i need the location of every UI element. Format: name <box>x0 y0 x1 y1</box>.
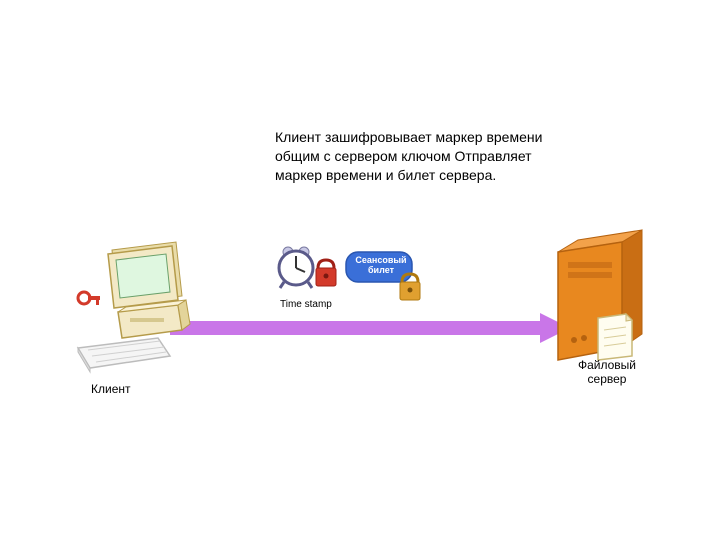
keyboard-icon <box>78 338 170 372</box>
description-text: Клиент зашифровывает маркер времени общи… <box>275 128 565 185</box>
server-label: Файловый сервер <box>562 358 652 386</box>
client-label: Клиент <box>91 382 131 396</box>
ticket-label: Сеансовый билет <box>351 256 411 276</box>
lock-icon <box>316 260 336 286</box>
clock-icon <box>279 247 313 288</box>
key-icon <box>78 292 100 305</box>
timestamp-label: Time stamp <box>280 299 332 310</box>
document-icon <box>598 314 632 360</box>
client-computer-icon <box>108 242 190 338</box>
